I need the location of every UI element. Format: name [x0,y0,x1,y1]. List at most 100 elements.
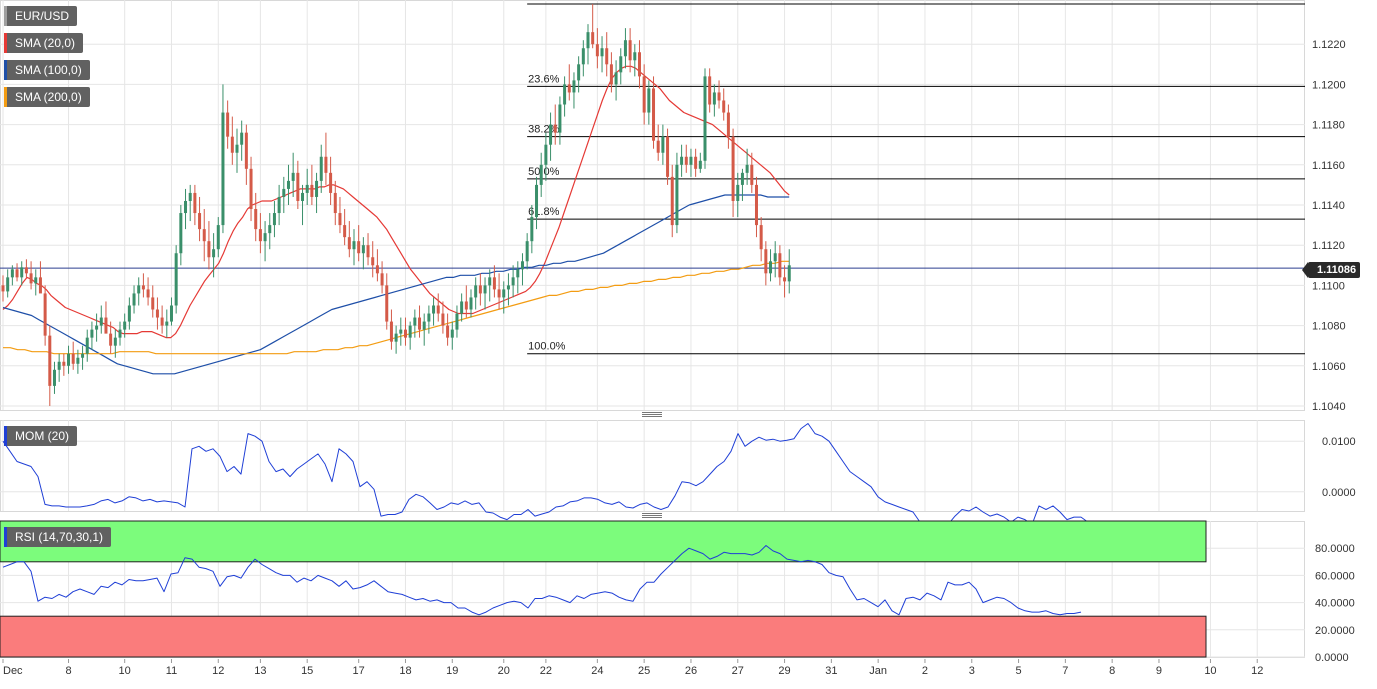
panel-frame [0,420,1305,512]
candle-bearish [652,88,656,141]
candle-bullish [450,329,454,338]
candle-bullish [240,132,244,145]
candle-bullish [20,267,24,278]
time-tick-label: 5 [1015,665,1021,677]
candle-bullish [90,329,94,338]
candle-bearish [492,277,496,290]
candle-bearish [764,249,768,274]
candle-bearish [160,317,164,326]
time-tick-label: 19 [446,665,458,677]
candle-bullish [319,156,323,181]
mom-grid [0,420,1305,512]
time-tick-label: 24 [591,665,603,677]
rsi-label: RSI (14,70,30,1) [15,530,104,544]
candle-bullish [633,52,637,61]
price-tick-label: 1.1180 [1312,120,1345,132]
time-tick-label: 10 [1204,665,1216,677]
candle-bullish [95,325,99,330]
fib-label: 61.8% [528,206,559,218]
candle-bearish [717,92,721,101]
rsi-legend[interactable]: RSI (14,70,30,1) [4,527,112,547]
price-tick-label: 1.1100 [1312,280,1345,292]
candle-bullish [277,196,281,214]
candle-bullish [216,225,220,250]
price-tick-label: 1.1140 [1312,200,1345,212]
candle-bullish [6,277,10,292]
time-tick-label: 10 [119,665,131,677]
candle-bullish [544,144,548,165]
candle-bullish [516,269,520,278]
sma100-label: SMA (100,0) [15,63,82,77]
time-tick-label: 18 [399,665,411,677]
fib-label: 50.0% [528,166,559,178]
candle-bullish [539,164,543,185]
candle-bearish [726,112,730,137]
rsi-series-line [2,545,1082,616]
candle-bullish [455,313,459,330]
candle-bullish [34,277,38,284]
price-tick-label: 1.1120 [1312,240,1345,252]
candle-bearish [731,136,735,201]
price-tick-label: 1.1160 [1312,160,1345,172]
sma100-line [2,194,790,375]
candle-bullish [614,72,618,85]
sma100-legend[interactable]: SMA (100,0) [4,60,90,80]
candle-bearish [436,305,440,314]
instrument-label: EUR/USD [15,9,70,23]
candle-bullish [291,172,295,181]
candle-bullish [488,277,492,286]
candle-bullish [272,213,276,226]
panel-splitter-bottom[interactable] [642,513,662,519]
candle-bullish [572,80,576,93]
candle-bullish [118,329,122,338]
candle-bearish [553,124,557,133]
rsi-tick-label: 80.0000 [1315,543,1355,555]
candle-bearish [15,269,19,278]
instrument-legend[interactable]: EUR/USD [4,6,78,26]
candle-bullish [67,353,71,366]
rsi-line [2,545,1082,616]
panel-splitter-top[interactable] [642,412,662,418]
candle-bearish [338,213,342,226]
candle-bearish [684,156,688,165]
time-tick-label: 9 [1156,665,1162,677]
candle-bullish [123,321,127,330]
candle-bullish [132,293,136,306]
candle-bullish [736,184,740,201]
sma20-legend[interactable]: SMA (20,0) [4,33,84,53]
mom-legend[interactable]: MOM (20) [4,426,77,446]
rsi-oversold-zone [0,615,1207,658]
candle-bullish [394,333,398,342]
candle-bearish [48,335,52,386]
sma20-label: SMA (20,0) [15,36,76,50]
sma20-swatch [4,33,7,53]
time-tick-label: 26 [685,665,697,677]
candle-bullish [169,305,173,322]
fibonacci-levels: 23.6%38.2%50.0%61.8%100.0% [0,3,1305,355]
time-tick-label: 8 [1109,665,1115,677]
rsi-tick-label: 20.0000 [1315,625,1355,637]
sma200-legend[interactable]: SMA (200,0) [4,87,90,107]
candle-bullish [127,305,131,322]
candle-bullish [675,164,679,226]
candle-bullish [57,361,61,370]
candle-bearish [109,333,113,346]
candle-bearish [29,273,33,284]
time-tick-label: 2 [922,665,928,677]
candle-bullish [422,321,426,330]
candle-bearish [595,44,599,57]
time-tick-label: 7 [1062,665,1068,677]
candle-bearish [296,172,300,201]
candle-bearish [343,225,347,238]
mom-axis: 0.0100 0.0000 [1322,436,1356,499]
candle-bullish [10,269,14,278]
candle-bullish [179,213,183,254]
candle-bearish [708,76,712,105]
candle-bearish [418,317,422,330]
candle-bearish [783,277,787,282]
candle-bearish [357,241,361,254]
price-tick-label: 1.1080 [1312,321,1346,333]
candle-bearish [62,361,66,366]
time-tick-label: 17 [353,665,365,677]
